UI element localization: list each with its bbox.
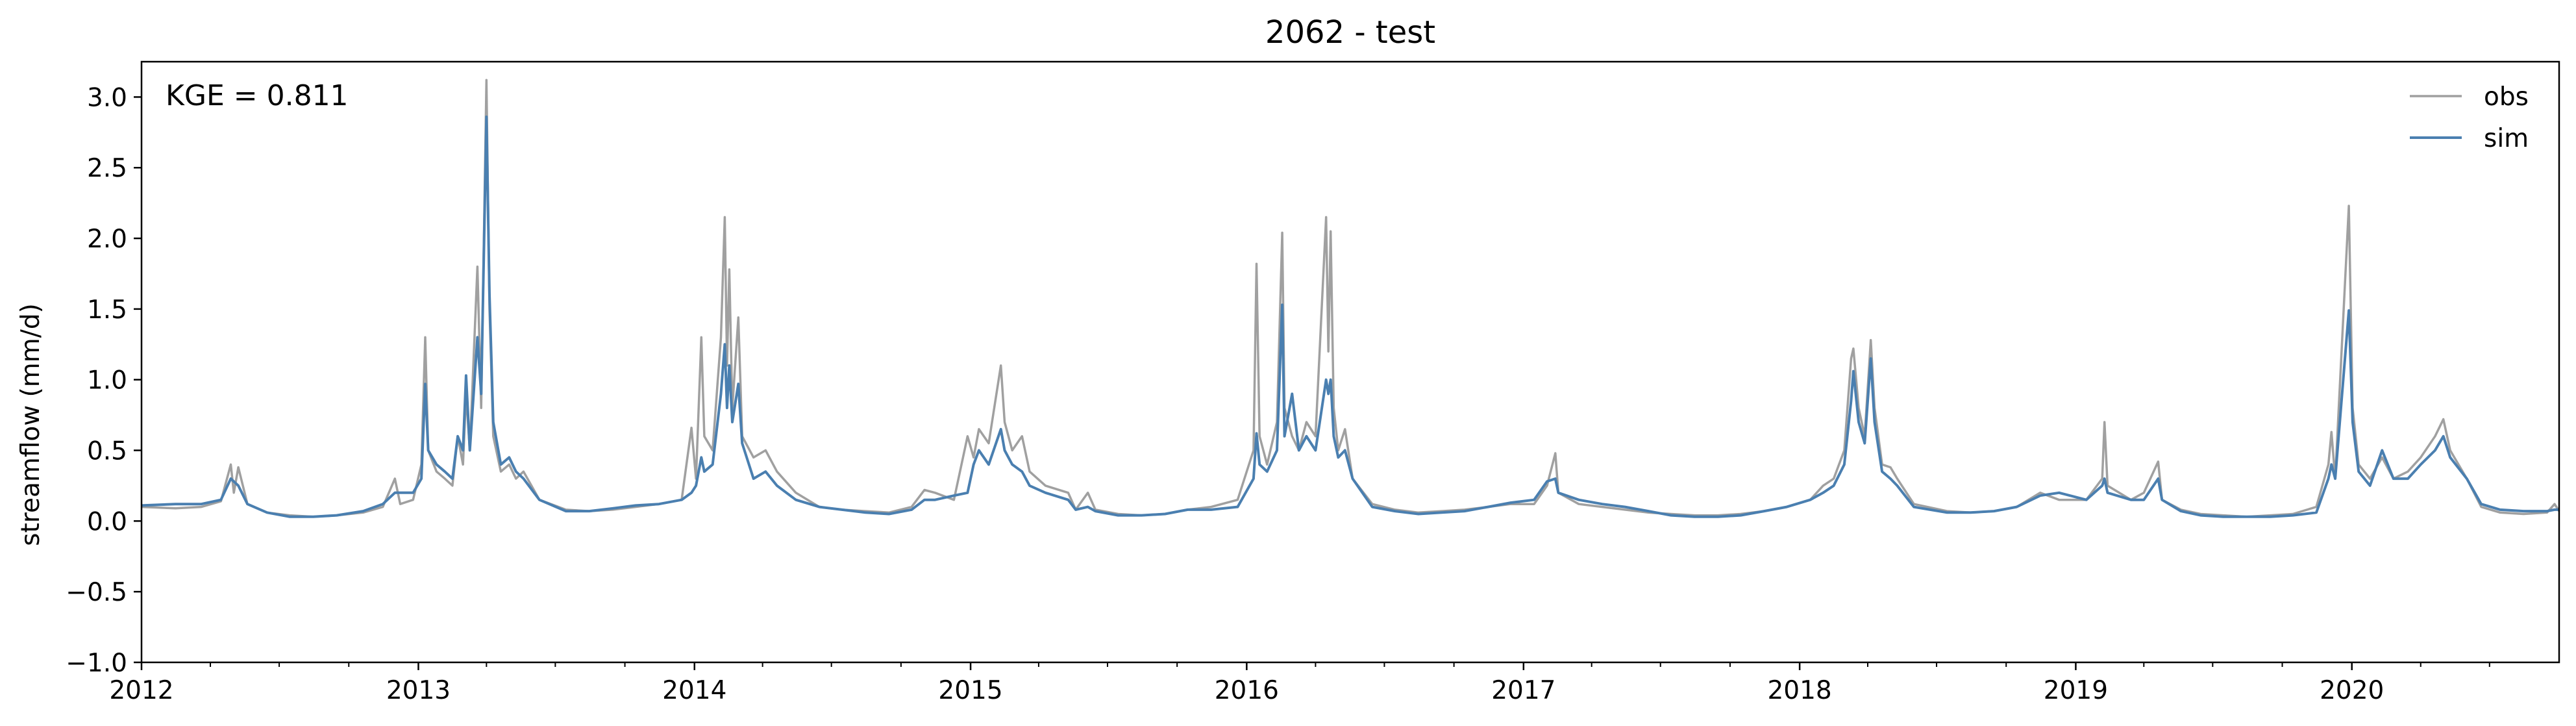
x-tick-label: 2013 — [386, 676, 451, 705]
x-tick-label: 2015 — [938, 676, 1002, 705]
y-tick-label: 0.0 — [87, 507, 127, 536]
x-tick-label: 2019 — [2044, 676, 2108, 705]
x-axis: 2012 2013 2014 2015 2016 2017 2018 2019 2020 — [109, 662, 2490, 705]
x-tick-label: 2016 — [1215, 676, 1279, 705]
legend-label-sim: sim — [2484, 124, 2529, 153]
y-tick-label: 2.0 — [87, 225, 127, 254]
y-tick-label: −1.0 — [66, 649, 127, 678]
series-line-sim — [141, 115, 2559, 518]
y-tick-label: 1.5 — [87, 295, 127, 325]
plot-frame — [140, 60, 2560, 664]
y-tick-label: 3.0 — [87, 83, 127, 112]
x-tick-label: 2018 — [1767, 676, 1831, 705]
y-axis: −1.0 −0.5 0.0 0.5 1.0 1.5 2.0 2.5 3.0 — [66, 83, 142, 678]
legend: obs sim — [2410, 82, 2529, 153]
x-tick-label: 2017 — [1491, 676, 1555, 705]
y-tick-label: 1.0 — [87, 366, 127, 395]
plot-series — [141, 79, 2560, 518]
x-tick-label: 2020 — [2320, 676, 2384, 705]
y-tick-label: −0.5 — [66, 578, 127, 607]
kge-annotation: KGE = 0.811 — [166, 79, 349, 112]
x-tick-label: 2014 — [662, 676, 726, 705]
chart-title: 2062 - test — [1265, 14, 1435, 51]
x-tick-label: 2012 — [109, 676, 173, 705]
series-line-obs — [141, 79, 2560, 518]
legend-label-obs: obs — [2484, 82, 2529, 112]
y-tick-label: 2.5 — [87, 154, 127, 183]
y-axis-label: streamflow (mm/d) — [16, 303, 45, 546]
y-tick-label: 0.5 — [87, 437, 127, 466]
